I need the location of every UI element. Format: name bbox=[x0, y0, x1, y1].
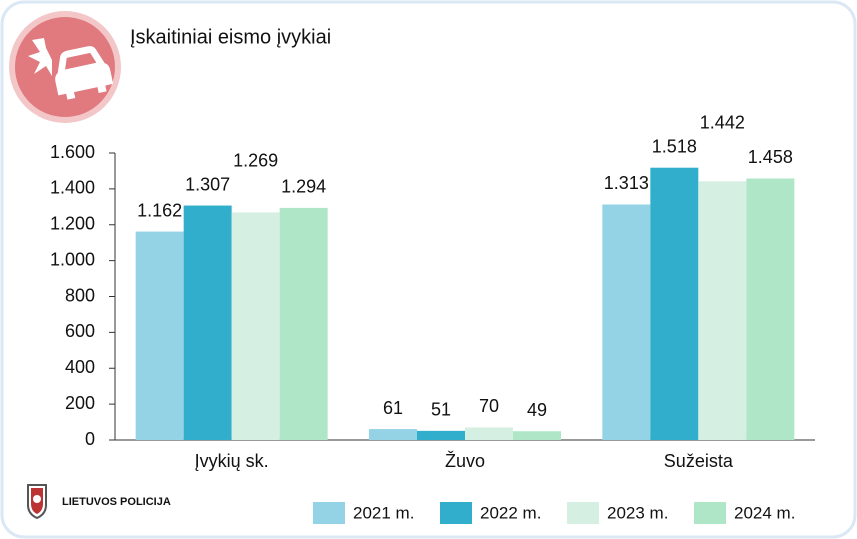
legend-label: 2024 m. bbox=[734, 503, 795, 522]
bar bbox=[279, 207, 328, 440]
value-label: 1.294 bbox=[281, 177, 326, 197]
value-label: 1.518 bbox=[652, 136, 697, 156]
bar bbox=[183, 205, 232, 440]
y-tick-label: 1.200 bbox=[50, 214, 95, 234]
bar bbox=[369, 429, 417, 440]
bar bbox=[417, 430, 465, 440]
value-label: 1.442 bbox=[700, 112, 745, 132]
value-label: 1.307 bbox=[185, 174, 230, 194]
value-label: 61 bbox=[383, 398, 403, 418]
value-label: 1.458 bbox=[748, 147, 793, 167]
y-tick-label: 1.600 bbox=[50, 142, 95, 162]
x-tick-label: Žuvo bbox=[445, 451, 485, 471]
y-tick-label: 800 bbox=[65, 285, 95, 305]
value-label: 70 bbox=[479, 396, 499, 416]
value-label: 1.162 bbox=[137, 200, 182, 220]
legend-label: 2023 m. bbox=[607, 503, 668, 522]
bar bbox=[513, 431, 561, 440]
y-tick-label: 200 bbox=[65, 393, 95, 413]
y-tick-label: 0 bbox=[85, 429, 95, 449]
x-tick-label: Įvykių sk. bbox=[195, 451, 269, 471]
value-label: 49 bbox=[527, 400, 547, 420]
legend-swatch bbox=[440, 502, 472, 524]
chart-title: Įskaitiniai eismo įvykiai bbox=[130, 26, 331, 48]
icon bbox=[9, 11, 121, 123]
bar bbox=[231, 212, 280, 440]
bar bbox=[135, 231, 184, 440]
value-label: 1.269 bbox=[233, 150, 278, 170]
x-tick-label: Sužeista bbox=[664, 451, 734, 471]
bar bbox=[746, 178, 795, 440]
value-label: 1.313 bbox=[604, 173, 649, 193]
legend-swatch bbox=[694, 502, 726, 524]
legend-label: 2021 m. bbox=[353, 503, 414, 522]
value-label: 51 bbox=[431, 400, 451, 420]
bar bbox=[465, 427, 513, 440]
y-tick-label: 1.400 bbox=[50, 178, 95, 198]
legend-swatch bbox=[313, 502, 345, 524]
y-tick-label: 400 bbox=[65, 357, 95, 377]
legend-swatch bbox=[567, 502, 599, 524]
y-tick-label: 600 bbox=[65, 321, 95, 341]
logo-text: LIETUVOS POLICIJA bbox=[62, 496, 171, 508]
bar bbox=[650, 167, 699, 441]
bar bbox=[698, 181, 747, 440]
y-tick-label: 1.000 bbox=[50, 249, 95, 269]
bar bbox=[602, 204, 651, 440]
legend-label: 2022 m. bbox=[480, 503, 541, 522]
logo bbox=[27, 484, 47, 520]
